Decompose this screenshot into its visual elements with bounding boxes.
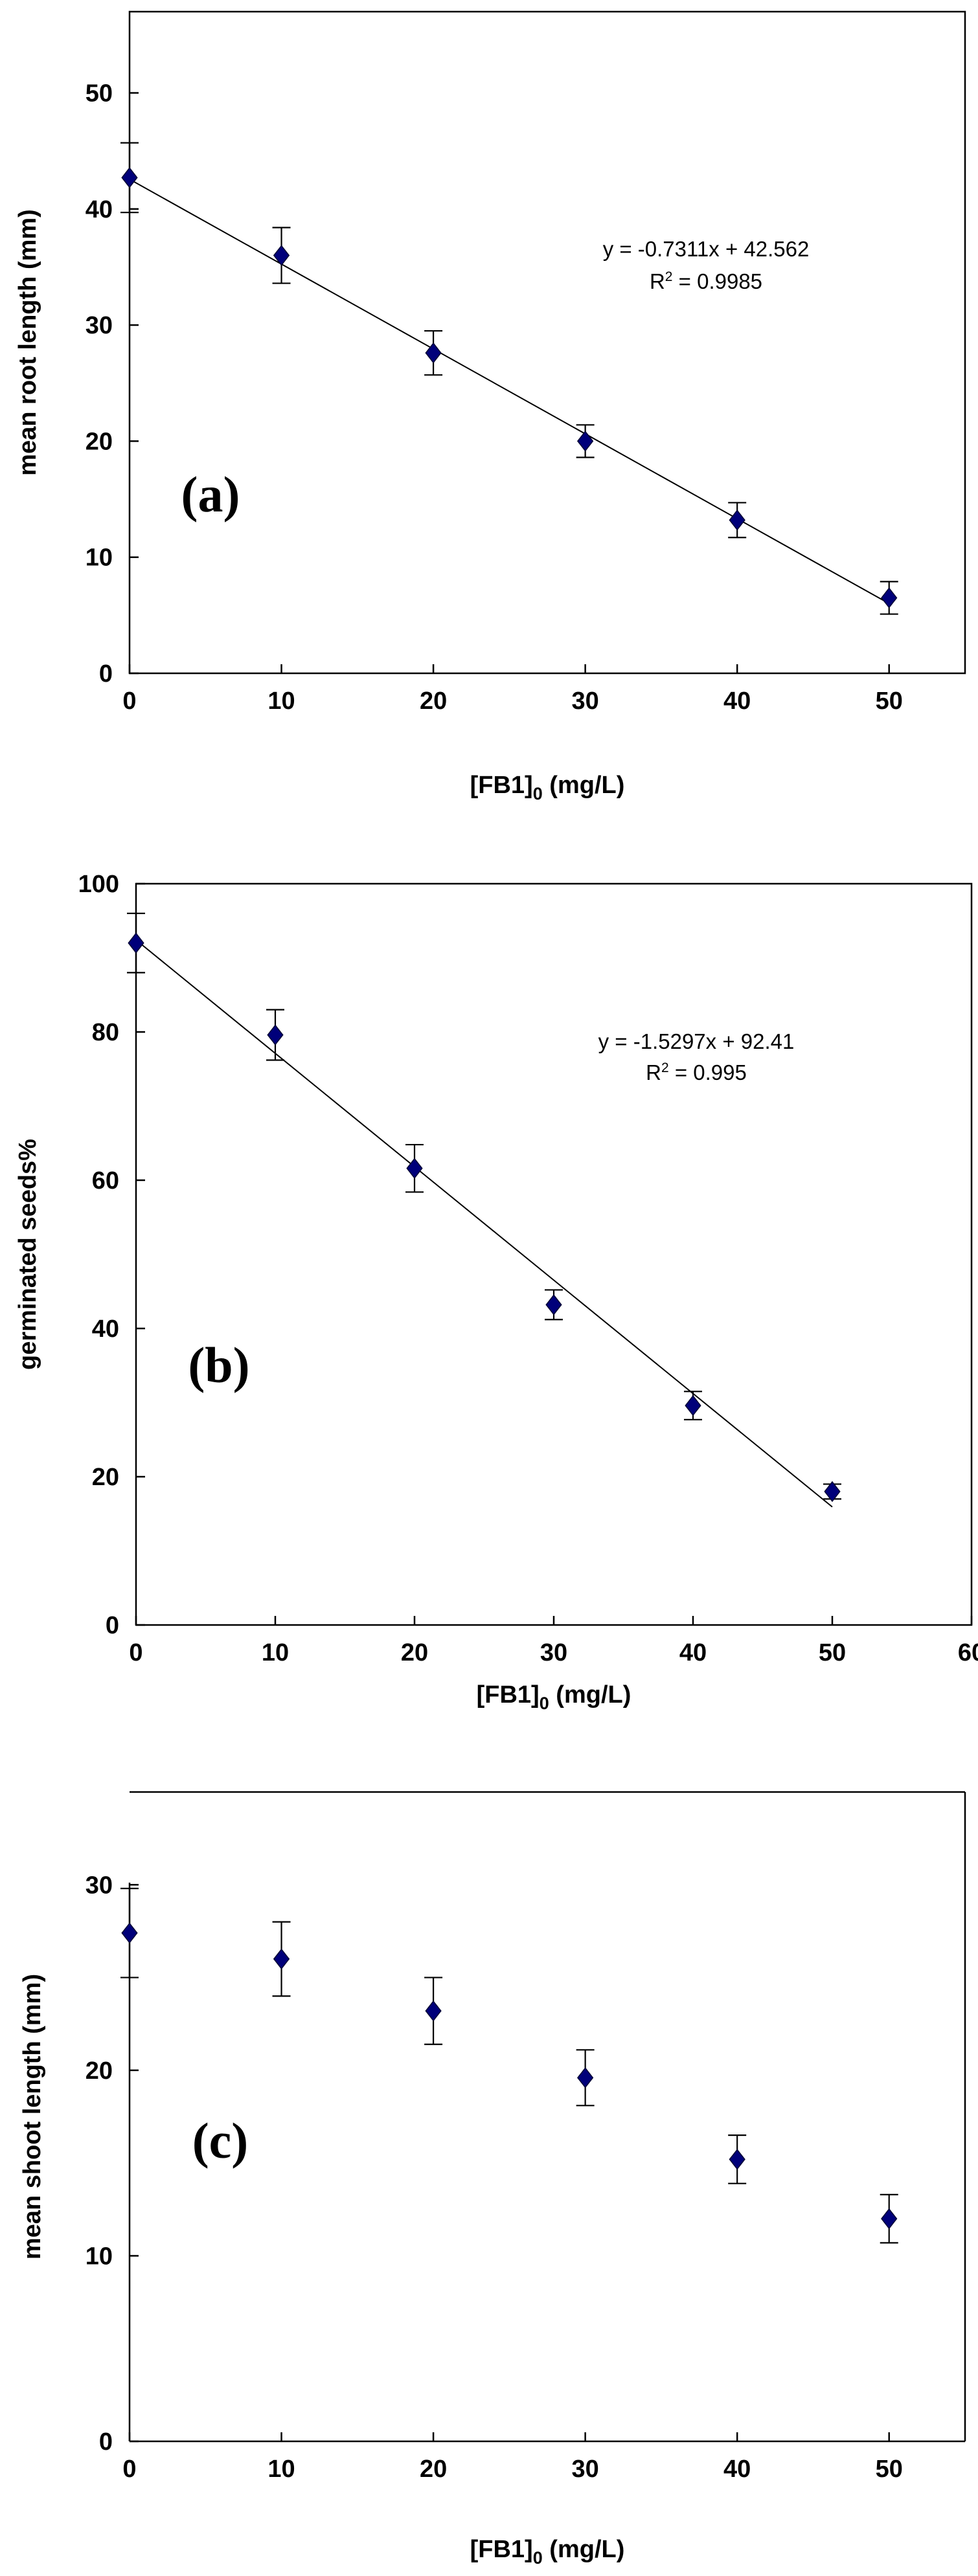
data-point bbox=[121, 1922, 138, 1944]
y-tick-label: 20 bbox=[85, 428, 113, 455]
x-tick-label: 40 bbox=[723, 688, 751, 715]
data-point bbox=[425, 342, 442, 364]
trend-line bbox=[135, 939, 833, 1508]
data-point bbox=[824, 1481, 841, 1503]
panel-label: (b) bbox=[188, 1337, 249, 1393]
y-tick-label: 50 bbox=[85, 80, 113, 107]
data-point bbox=[881, 2208, 898, 2230]
x-axis-label: [FB1]0 (mg/L) bbox=[477, 1681, 631, 1713]
y-tick-label: 40 bbox=[85, 196, 113, 223]
y-tick-label: 100 bbox=[78, 871, 119, 898]
y-tick-label: 80 bbox=[92, 1019, 119, 1046]
y-axis-label: mean shoot length (mm) bbox=[19, 1974, 46, 2259]
panel-label: (a) bbox=[181, 466, 240, 522]
y-tick-label: 60 bbox=[92, 1167, 119, 1194]
plot-frame bbox=[135, 882, 973, 1626]
x-tick-label: 40 bbox=[723, 2456, 751, 2483]
data-point bbox=[545, 1294, 562, 1316]
x-tick-label: 30 bbox=[571, 688, 598, 715]
x-tick-label: 30 bbox=[540, 1639, 567, 1666]
x-tick-label: 0 bbox=[122, 2456, 136, 2483]
x-tick-label: 30 bbox=[571, 2456, 598, 2483]
chart-panel-1: 0 10 20 30 40 50 0 10 20 30 40 50 mean root length (… bbox=[14, 10, 966, 803]
r-squared: R2 = 0.9985 bbox=[650, 269, 762, 293]
x-axis-label: [FB1]0 (mg/L) bbox=[470, 772, 625, 803]
data-point bbox=[576, 2067, 594, 2089]
y-tick-label: 0 bbox=[99, 660, 113, 688]
y-tick-label: 30 bbox=[85, 1872, 113, 1899]
x-tick-label: 10 bbox=[262, 1639, 289, 1666]
fit-equation: y = -1.5297x + 92.41 bbox=[598, 1029, 795, 1053]
data-point bbox=[729, 2149, 745, 2170]
fit-equation: y = -0.7311x + 42.562 bbox=[603, 237, 810, 261]
x-axis-label: [FB1]0 (mg/L) bbox=[470, 2536, 625, 2568]
chart-panel-2: 0 10 20 30 40 50 60 0 20 40 60 80 100 germinated seed… bbox=[14, 871, 978, 1713]
y-axis-label: mean root length (mm) bbox=[14, 209, 41, 476]
data-point bbox=[128, 932, 144, 954]
y-tick-label: 0 bbox=[99, 2428, 113, 2456]
r-squared: R2 = 0.995 bbox=[646, 1060, 747, 1084]
y-tick-label: 20 bbox=[92, 1464, 119, 1491]
data-point bbox=[121, 167, 138, 188]
x-tick-label: 10 bbox=[267, 688, 295, 715]
data-point bbox=[273, 245, 290, 266]
x-tick-label: 0 bbox=[129, 1639, 142, 1666]
x-tick-label: 50 bbox=[819, 1639, 846, 1666]
x-tick-label: 40 bbox=[679, 1639, 707, 1666]
y-tick-label: 40 bbox=[92, 1316, 119, 1343]
y-tick-label: 10 bbox=[85, 2243, 113, 2270]
x-tick-label: 60 bbox=[958, 1639, 978, 1666]
data-point bbox=[267, 1024, 284, 1046]
data-point bbox=[273, 1948, 290, 1970]
data-point bbox=[425, 2000, 442, 2022]
y-tick-label: 0 bbox=[106, 1612, 119, 1639]
data-point bbox=[881, 587, 898, 609]
x-tick-label: 20 bbox=[401, 1639, 428, 1666]
plot-frame bbox=[128, 10, 966, 675]
chart-panel-3: 0 10 20 30 40 50 0 10 20 30 mean shoot length (mm)… bbox=[19, 1791, 966, 2568]
y-tick-label: 30 bbox=[85, 312, 113, 339]
x-tick-label: 0 bbox=[122, 688, 136, 715]
x-tick-label: 10 bbox=[267, 2456, 295, 2483]
trend-line bbox=[129, 178, 890, 605]
data-point bbox=[729, 510, 745, 531]
x-tick-label: 20 bbox=[420, 688, 447, 715]
panel-label: (c) bbox=[192, 2112, 249, 2169]
y-tick-label: 10 bbox=[85, 544, 113, 572]
x-tick-label: 50 bbox=[876, 2456, 903, 2483]
y-axis-label: germinated seeds% bbox=[14, 1139, 41, 1370]
x-tick-label: 20 bbox=[420, 2456, 447, 2483]
data-point bbox=[406, 1158, 423, 1179]
data-point bbox=[576, 431, 594, 452]
y-tick-label: 20 bbox=[85, 2057, 113, 2085]
data-point bbox=[685, 1394, 701, 1417]
x-tick-label: 50 bbox=[876, 688, 903, 715]
